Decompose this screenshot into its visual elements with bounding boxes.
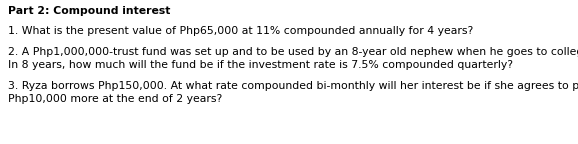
Text: In 8 years, how much will the fund be if the investment rate is 7.5% compounded : In 8 years, how much will the fund be if… [8,60,513,71]
Text: Php10,000 more at the end of 2 years?: Php10,000 more at the end of 2 years? [8,94,223,105]
Text: 2. A Php1,000,000-trust fund was set up and to be used by an 8-year old nephew w: 2. A Php1,000,000-trust fund was set up … [8,47,578,57]
Text: 1. What is the present value of Php65,000 at 11% compounded annually for 4 years: 1. What is the present value of Php65,00… [8,26,473,36]
Text: Part 2: Compound interest: Part 2: Compound interest [8,6,171,16]
Text: 3. Ryza borrows Php150,000. At what rate compounded bi-monthly will her interest: 3. Ryza borrows Php150,000. At what rate… [8,81,578,91]
